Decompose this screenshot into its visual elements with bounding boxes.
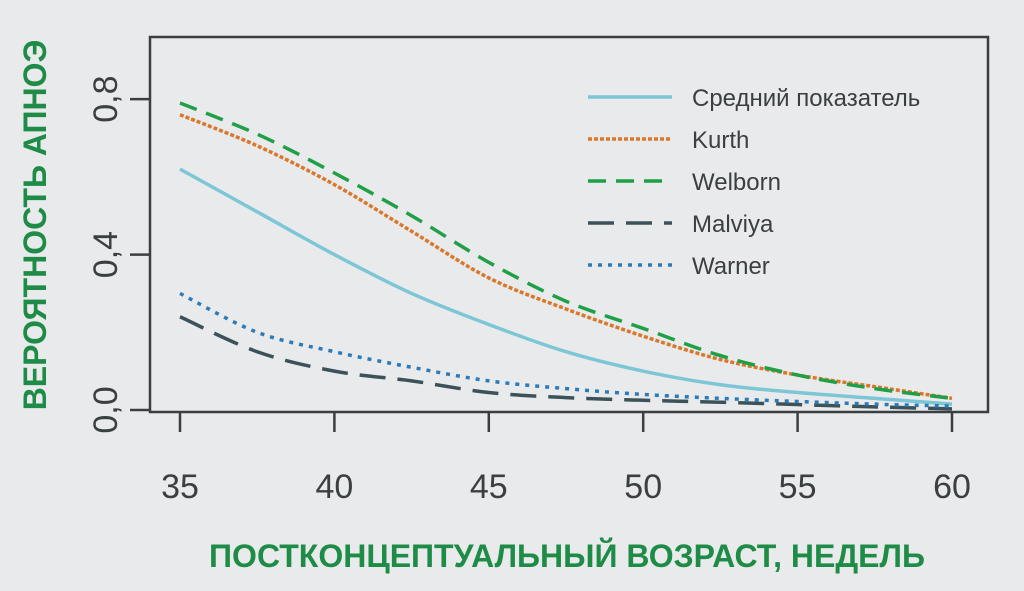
- series-line-0: [179, 167, 953, 406]
- x-axis-title: ПОСТКОНЦЕПТУАЛЬНЫЙ ВОЗРАСТ, НЕДЕЛЬ: [209, 538, 925, 574]
- plot-frame: [148, 35, 990, 414]
- legend-label-0: Средний показатель: [692, 85, 920, 112]
- series-line-3: [179, 315, 953, 411]
- x-tick-label: 40: [315, 468, 353, 506]
- series-lines: [179, 101, 953, 411]
- y-tick-label: 0,0: [87, 386, 125, 433]
- x-axis: 35 40 45 50 55 60: [161, 412, 971, 506]
- x-tick-label: 45: [470, 468, 508, 506]
- y-axis-title: ВЕРОЯТНОСТЬ АПНОЭ: [17, 40, 53, 411]
- x-tick-label: 35: [161, 468, 199, 506]
- x-tick-label: 55: [779, 468, 817, 506]
- series-line-4: [179, 291, 953, 408]
- x-tick-label: 50: [624, 468, 662, 506]
- y-axis: 0,0 0,4 0,8: [87, 76, 150, 434]
- legend-label-3: Malviya: [692, 211, 774, 238]
- y-tick-label: 0,8: [87, 76, 125, 123]
- series-line-1: [179, 113, 953, 401]
- legend-label-1: Kurth: [692, 127, 749, 154]
- series-line-2: [179, 101, 953, 401]
- x-tick-label: 60: [933, 468, 971, 506]
- legend: Средний показатель Kurth Welborn Malviya War…: [588, 85, 920, 280]
- y-tick-label: 0,4: [87, 231, 125, 278]
- legend-label-4: Warner: [692, 253, 770, 280]
- legend-label-2: Welborn: [692, 169, 781, 196]
